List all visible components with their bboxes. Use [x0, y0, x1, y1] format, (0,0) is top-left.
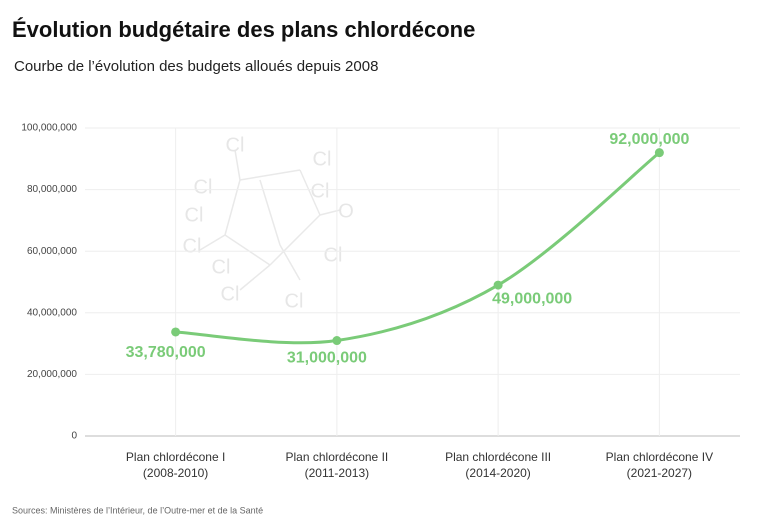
value-label: 33,780,000 [126, 344, 206, 361]
watermark-bond [239, 169, 301, 181]
watermark-bond [279, 244, 301, 281]
watermark-bond [234, 149, 241, 181]
watermark-bond [199, 234, 226, 251]
watermark-bond [224, 234, 271, 266]
y-tick-label: 60,000,000 [27, 246, 77, 257]
source: Sources: Ministères de l’Intérieur, de l… [12, 505, 263, 515]
value-label: 92,000,000 [609, 131, 689, 148]
watermark-bond [224, 179, 241, 236]
x-tick-label: Plan chlordécone II (2011-2013) [285, 450, 389, 480]
point [332, 336, 342, 346]
y-tick-label: 100,000,000 [21, 123, 77, 134]
watermark-label: Cl [185, 204, 204, 226]
x-tick-label: Plan chlordécone III (2014-2020) [445, 450, 552, 480]
y-tick-label: 40,000,000 [27, 307, 77, 318]
watermark-bond [239, 264, 271, 291]
watermark-bond [269, 214, 321, 266]
watermark: Cl Cl Cl Cl O Cl Cl Cl Cl Cl Cl [183, 134, 354, 312]
line [175, 151, 661, 345]
watermark-label: Cl [313, 148, 332, 170]
y-tick-label: 0 [71, 431, 77, 442]
y-tick-label: 20,000,000 [27, 369, 77, 380]
watermark-label: O [338, 200, 354, 222]
watermark-label: Cl [183, 235, 202, 257]
watermark-label: Cl [221, 283, 240, 305]
chart-title: Évolution budgétaire des plans chlordéco… [12, 17, 475, 42]
point [171, 327, 181, 337]
watermark-label: Cl [226, 134, 245, 156]
x-tick-label: Plan chlordécone I (2008-2010) [125, 450, 226, 480]
watermark-label: Cl [285, 290, 304, 312]
watermark-bond [299, 169, 321, 216]
watermark-bond [259, 179, 281, 246]
watermark-label: Cl [194, 176, 213, 198]
chart-subtitle: Courbe de l’évolution des budgets alloué… [14, 58, 378, 75]
watermark-label: Cl [324, 244, 343, 266]
watermark-label: Cl [311, 180, 330, 202]
value-label: 31,000,000 [287, 350, 367, 367]
value-label: 49,000,000 [492, 290, 572, 307]
x-tick-label: Plan chlordécone IV (2021-2027) [605, 450, 714, 480]
point [654, 148, 664, 158]
watermark-label: Cl [212, 256, 231, 278]
point [493, 280, 503, 290]
y-tick-label: 80,000,000 [27, 184, 77, 195]
